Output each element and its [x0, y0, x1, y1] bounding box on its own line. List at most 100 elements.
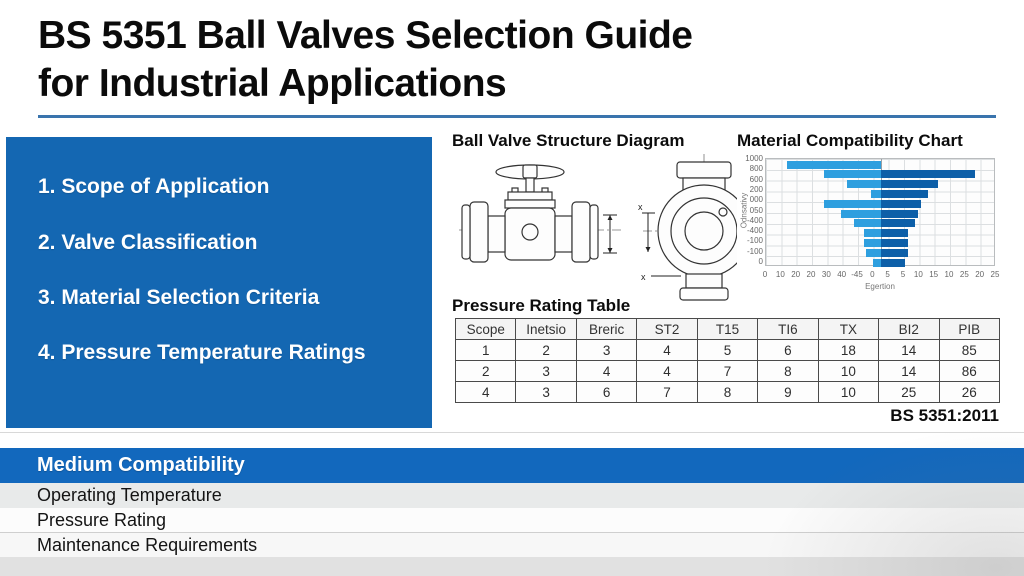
footer-row-maintenance-requirements: Maintenance Requirements — [0, 533, 1024, 557]
chart-bar-right — [881, 258, 905, 267]
chart-y-tick-label: -400 — [746, 226, 763, 236]
valve-cross-section-drawing: x x — [638, 154, 737, 301]
chart-y-tick-label: 050 — [749, 205, 763, 215]
table-cell: 4 — [454, 381, 517, 403]
footer-row-pressure-rating: Pressure Rating — [0, 508, 1024, 533]
table-cell: 18 — [817, 339, 880, 361]
footer-row-label: Maintenance Requirements — [37, 535, 258, 555]
table-row: 4 3 6 7 8 9 10 25 26 — [454, 381, 1000, 403]
chart-bar-left — [847, 180, 881, 189]
chart-bar-left — [865, 248, 881, 257]
chart-x-tick-label: 10 — [944, 270, 954, 279]
diagram-section-heading: Ball Valve Structure Diagram — [452, 131, 685, 150]
chart-bar-left — [864, 239, 881, 248]
chart-section-heading: Material Compatibility Chart — [737, 131, 963, 150]
table-cell: 8 — [696, 381, 759, 403]
table-cell: 5 — [696, 339, 759, 361]
agenda-item-pressure: 4. Pressure Temperature Ratings — [38, 341, 366, 364]
table-column-header: TI6 — [757, 318, 819, 340]
table-cell: 3 — [575, 339, 638, 361]
table-cell: 2 — [515, 339, 577, 361]
table-cell: 1 — [454, 339, 517, 361]
table-column-header: Inetsio — [515, 318, 577, 340]
chart-bar-left — [870, 189, 881, 198]
chart-x-tick-label: 25 — [959, 270, 969, 279]
footer-divider — [0, 432, 1024, 433]
chart-y-tick-label: 200 — [749, 184, 763, 194]
chart-y-tick-label: -100 — [746, 236, 763, 246]
chart-bar-left — [840, 209, 881, 218]
chart-x-tick-label: 0 — [870, 270, 875, 279]
table-column-header: TX — [817, 318, 880, 340]
table-cell: 14 — [878, 339, 940, 361]
chart-x-tick-label: 5 — [900, 270, 906, 279]
table-cell: 3 — [515, 360, 577, 382]
table-cell: 4 — [636, 360, 698, 382]
table-cell: 3 — [515, 381, 577, 403]
chart-x-axis-title: Egertion — [865, 282, 895, 291]
chart-y-tick-label: -100 — [746, 246, 763, 256]
chart-plot-area — [765, 158, 995, 267]
table-column-header: ST2 — [636, 318, 698, 340]
chart-y-tick-label: 1000 — [745, 154, 763, 163]
table-header-row: Scope Inetsio Breric ST2 T15 TI6 TX BI2 PIB — [454, 318, 1000, 340]
valve-side-view-drawing — [459, 164, 623, 263]
chart-x-tick-label: 10 — [913, 270, 923, 279]
table-cell: 7 — [696, 360, 759, 382]
ball-valve-structure-diagram: x x — [455, 152, 737, 302]
table-cell: 4 — [575, 360, 638, 382]
table-column-header: PIB — [938, 318, 1000, 340]
agenda-item-material: 3. Material Selection Criteria — [38, 286, 320, 309]
table-cell: 2 — [454, 360, 517, 382]
valve-drawing-svg: x x — [459, 154, 737, 301]
chart-bar-right — [881, 170, 976, 179]
agenda-item-scope: 1. Scope of Application — [38, 175, 270, 198]
table-cell: 4 — [636, 339, 698, 361]
standard-reference: BS 5351:2011 — [890, 406, 999, 425]
table-row: 2 3 4 4 7 8 10 14 86 — [454, 360, 1000, 382]
table-column-header: Breric — [575, 318, 638, 340]
table-cell: 14 — [878, 360, 940, 382]
chart-x-tick-label: 0 — [762, 270, 768, 279]
chart-x-tick-label: 10 — [775, 270, 785, 279]
chart-x-tick-label: 15 — [929, 270, 939, 279]
chart-bar-left — [823, 199, 881, 208]
svg-text:x: x — [641, 272, 646, 282]
table-cell: 25 — [878, 381, 940, 403]
chart-x-tick-label: 20 — [975, 270, 985, 279]
chart-bar-left — [786, 160, 881, 169]
table-cell: 85 — [938, 339, 1000, 361]
table-cell: 86 — [938, 360, 1000, 382]
table-cell: 6 — [575, 381, 638, 403]
table-cell: 8 — [757, 360, 819, 382]
chart-bar-right — [881, 229, 908, 238]
chart-y-tick-label: 800 — [749, 164, 763, 174]
table-column-header: BI2 — [878, 318, 940, 340]
chart-y-tick-label: 600 — [749, 174, 763, 184]
chart-x-tick-label: -45 — [851, 270, 863, 279]
chart-bar-right — [881, 239, 908, 248]
table-cell: 6 — [757, 339, 819, 361]
footer-row-label: Pressure Rating — [37, 510, 167, 530]
chart-y-tick-label: 000 — [749, 195, 763, 205]
chart-y-tick-label: 0 — [758, 257, 763, 266]
table-cell: 9 — [757, 381, 819, 403]
footer-bottom-strip — [0, 557, 1024, 576]
chart-bar-left — [864, 229, 881, 238]
pressure-rating-table-head: Scope Inetsio Breric ST2 T15 TI6 TX BI2 PIB — [454, 318, 1000, 340]
table-cell: 26 — [938, 381, 1000, 403]
chart-x-tick-label: 40 — [837, 270, 847, 279]
chart-bar-right — [881, 180, 939, 189]
table-cell: 10 — [817, 360, 880, 382]
footer-row-label: Operating Temperature — [37, 485, 222, 505]
page-title-line1: BS 5351 Ball Valves Selection Guide — [38, 14, 693, 57]
page-title: BS 5351 Ball Valves Selection Guide for … — [38, 12, 978, 107]
material-compatibility-chart: Odnsativy Egertion 1000 800 600 200 000 050 -4… — [728, 154, 1008, 294]
chart-bar-left — [823, 170, 881, 179]
chart-bar-right — [881, 248, 908, 257]
chart-x-tick-label: 25 — [990, 270, 1000, 279]
chart-bar-right — [881, 189, 929, 198]
agenda-item-classification: 2. Valve Classification — [38, 231, 258, 254]
table-column-header: T15 — [696, 318, 759, 340]
